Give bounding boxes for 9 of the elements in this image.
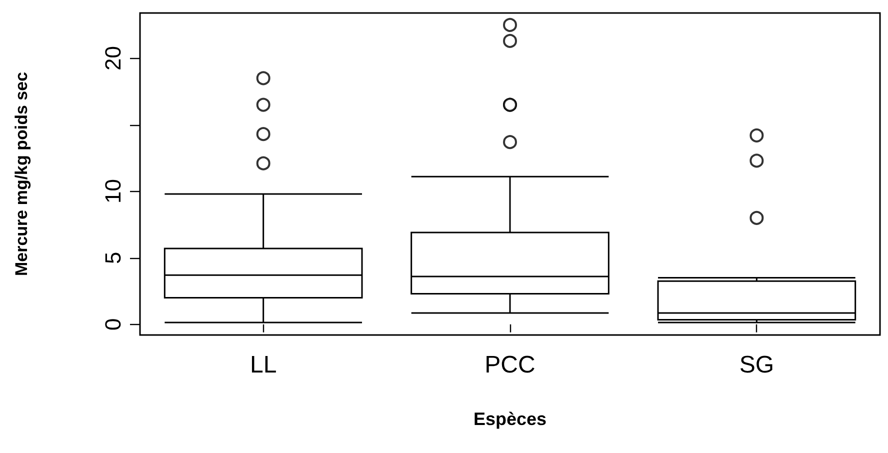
y-tick-label: 10 (100, 179, 126, 204)
y-tick-label: 20 (100, 46, 126, 70)
x-axis-title: Espèces (473, 409, 547, 429)
y-tick-label: 5 (100, 252, 126, 264)
x-tick-label: LL (250, 352, 277, 378)
y-tick-label: 0 (100, 318, 126, 330)
x-tick-label: SG (739, 352, 774, 378)
y-axis-title: Mercure mg/kg poids sec (12, 72, 31, 276)
x-tick-label: PCC (484, 352, 536, 378)
